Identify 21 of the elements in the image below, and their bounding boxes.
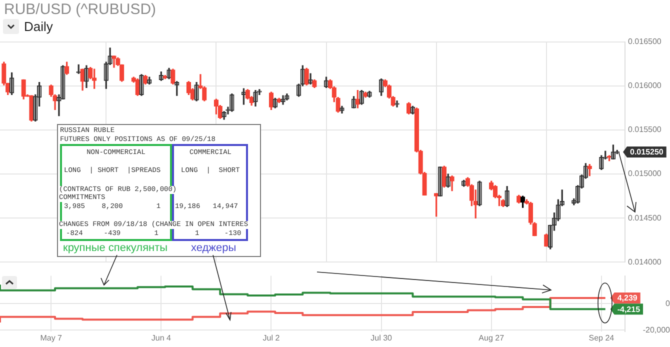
annotation: хеджеры (191, 242, 236, 254)
y-tick-label: 0.015500 (628, 125, 662, 134)
y-tick-label: 0.014000 (628, 257, 662, 266)
text: 0.015250 (630, 148, 664, 157)
data-label: -4,215 (617, 304, 641, 314)
y-tick-label: -20,000 (642, 325, 670, 334)
x-tick-label: May 7 (40, 333, 63, 342)
data-label: 4,239 (617, 294, 638, 303)
annotation: крупные спекулянты (63, 242, 168, 254)
chart-subtitle: Daily (24, 19, 53, 34)
x-tick-label: Jun 4 (151, 333, 172, 342)
x-tick-label: Aug 27 (478, 333, 505, 342)
x-tick-label: Jul 30 (370, 333, 393, 342)
y-tick-label: 0.014500 (628, 213, 662, 222)
y-tick-label: 0.016000 (628, 81, 662, 90)
y-tick-label: 0.016500 (628, 37, 662, 46)
x-tick-label: Jul 2 (262, 333, 280, 342)
y-tick-label: 0.015000 (628, 169, 662, 178)
y-tick-label: 0 (666, 298, 670, 308)
chart-title: RUB/USD (^RUBUSD) (4, 1, 156, 18)
x-tick-label: Sep 24 (588, 333, 615, 342)
